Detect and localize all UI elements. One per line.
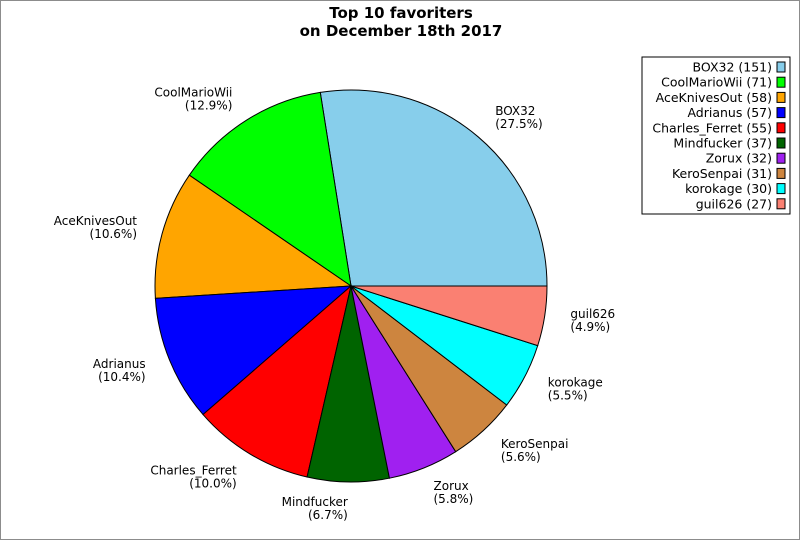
chart-title: Top 10 favoriters on December 18th 2017: [300, 4, 503, 40]
slice-label-percent: (5.5%): [548, 389, 588, 403]
legend-entry-label: CoolMarioWii (71): [661, 75, 772, 90]
legend-swatch: [776, 91, 786, 103]
slice-label-percent: (4.9%): [570, 320, 610, 334]
slice-label-percent: (10.0%): [189, 476, 236, 490]
legend-swatch: [776, 107, 786, 119]
slice-label-name: guil626: [570, 307, 615, 321]
legend-swatch: [776, 152, 786, 164]
pie-slice-box32: [319, 89, 548, 287]
legend-entry-label: KeroSenpai (31): [672, 166, 772, 181]
legend-entry-label: AceKnivesOut (58): [656, 90, 772, 105]
legend-swatch: [776, 76, 786, 88]
legend-swatch: [776, 167, 786, 179]
chart-title-line-1: Top 10 favoriters: [329, 4, 473, 22]
slice-label-percent: (27.5%): [495, 117, 542, 131]
slice-label-name: KeroSenpai: [501, 437, 569, 451]
legend-entry-label: Charles_Ferret (55): [652, 120, 772, 135]
slice-label-name: Zorux: [434, 479, 469, 493]
pie-slice-coolmariowii: [188, 91, 352, 288]
slice-label-percent: (5.6%): [501, 450, 541, 464]
pie-slice-guil626: [350, 285, 548, 347]
slice-labels: BOX32(27.5%) CoolMarioWii(12.9%) AceKnives…: [54, 85, 615, 522]
pie-slice-charles-ferret: [202, 284, 352, 478]
slice-label-name: Adrianus: [93, 357, 146, 371]
legend-entry-label: Mindfucker (37): [673, 136, 772, 151]
legend-swatch: [776, 183, 786, 195]
slice-label-percent: (12.9%): [185, 98, 232, 112]
slice-label-percent: (6.7%): [308, 508, 348, 522]
legend-swatch: [776, 122, 786, 134]
slice-label-percent: (10.4%): [98, 370, 145, 384]
pie-slice-adrianus: [154, 285, 353, 416]
slice-label-name: AceKnivesOut: [54, 214, 138, 228]
legend-entry-label: guil626 (27): [696, 196, 772, 211]
chart-title-line-2: on December 18th 2017: [300, 22, 503, 40]
legend-swatch: [776, 61, 786, 73]
slice-label-name: Mindfucker: [282, 495, 348, 509]
slice-label-name: CoolMarioWii: [154, 85, 232, 99]
legend-entry-label: Adrianus (57): [687, 105, 772, 120]
legend-entry-label: korokage (30): [685, 181, 772, 196]
legend-entry-label: Zorux (32): [706, 151, 772, 166]
slice-label-name: Charles_Ferret: [150, 463, 237, 477]
slice-label-name: BOX32: [495, 104, 535, 118]
legend-swatch: [776, 137, 786, 149]
slice-label-name: korokage: [548, 376, 603, 390]
legend-box: [641, 56, 791, 215]
slice-label-percent: (10.6%): [90, 227, 137, 241]
legend: BOX32 (151)CoolMarioWii (71)AceKnivesOut…: [641, 56, 791, 215]
slice-label-percent: (5.8%): [434, 492, 474, 506]
pie-slice-aceknivesout: [154, 174, 353, 299]
legend-entry-label: BOX32 (151): [693, 60, 772, 75]
legend-swatch: [776, 198, 786, 210]
pie-slices: [154, 89, 548, 483]
